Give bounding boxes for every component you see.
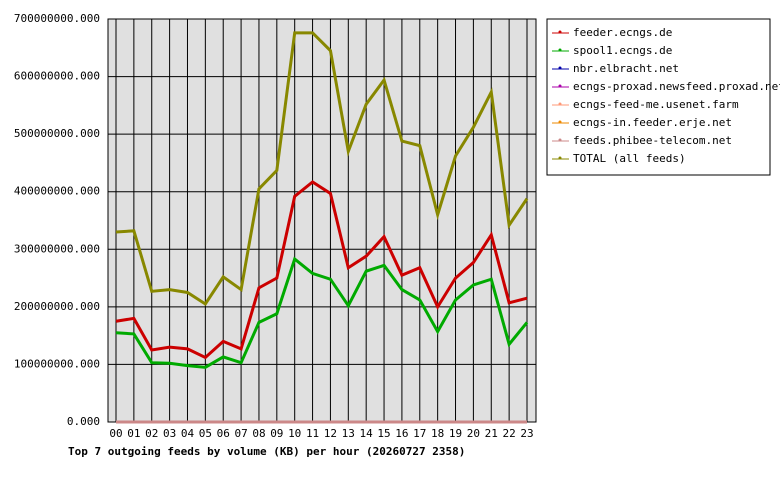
- x-tick-label: 18: [431, 427, 444, 440]
- legend-marker: [558, 66, 562, 70]
- x-tick-label: 10: [288, 427, 301, 440]
- x-tick-label: 22: [503, 427, 516, 440]
- y-tick-label: 100000000.000: [14, 357, 100, 370]
- x-tick-label: 21: [485, 427, 498, 440]
- legend-label: nbr.elbracht.net: [573, 62, 679, 75]
- y-tick-label: 400000000.000: [14, 185, 100, 198]
- y-tick-label: 700000000.000: [14, 12, 100, 25]
- y-tick-label: 200000000.000: [14, 300, 100, 313]
- x-tick-label: 05: [199, 427, 212, 440]
- x-tick-label: 12: [324, 427, 337, 440]
- legend-marker: [558, 48, 562, 52]
- legend-marker: [558, 84, 562, 88]
- x-tick-label: 07: [234, 427, 247, 440]
- x-tick-label: 11: [306, 427, 319, 440]
- legend-marker: [558, 30, 562, 34]
- legend-label: feeder.ecngs.de: [573, 26, 672, 39]
- series-line: [115, 256, 529, 369]
- x-tick-label: 23: [520, 427, 533, 440]
- series-line: [115, 31, 529, 307]
- legend-marker: [558, 156, 562, 160]
- x-tick-label: 17: [413, 427, 426, 440]
- legend-box: [546, 18, 771, 176]
- series-line: [115, 180, 528, 360]
- legend-label: ecngs-in.feeder.erje.net: [573, 116, 732, 129]
- x-tick-label: 20: [467, 427, 480, 440]
- x-tick-label: 09: [270, 427, 283, 440]
- x-tick-label: 03: [163, 427, 176, 440]
- x-tick-label: 00: [109, 427, 122, 440]
- legend-marker: [558, 138, 562, 142]
- plot-area: [108, 19, 536, 422]
- legend-label: ecngs-proxad.newsfeed.proxad.net: [573, 80, 780, 93]
- x-tick-label: 14: [360, 427, 374, 440]
- x-tick-label: 13: [342, 427, 355, 440]
- legend-label: feeds.phibee-telecom.net: [573, 134, 732, 147]
- x-tick-label: 06: [217, 427, 230, 440]
- x-tick-label: 16: [395, 427, 408, 440]
- legend-label: spool1.ecngs.de: [573, 44, 672, 57]
- legend-label: ecngs-feed-me.usenet.farm: [573, 98, 739, 111]
- x-tick-label: 08: [252, 427, 265, 440]
- y-tick-label: 600000000.000: [14, 70, 100, 83]
- legend-marker: [558, 120, 562, 124]
- legend-marker: [558, 102, 562, 106]
- legend-label: TOTAL (all feeds): [573, 152, 686, 165]
- x-tick-label: 02: [145, 427, 158, 440]
- chart-title: Top 7 outgoing feeds by volume (KB) per …: [68, 445, 465, 458]
- x-tick-label: 15: [377, 427, 390, 440]
- x-tick-label: 01: [127, 427, 140, 440]
- x-tick-label: 04: [181, 427, 195, 440]
- y-tick-label: 0.000: [67, 415, 100, 428]
- y-tick-label: 300000000.000: [14, 242, 100, 255]
- x-tick-label: 19: [449, 427, 462, 440]
- y-tick-label: 500000000.000: [14, 127, 100, 140]
